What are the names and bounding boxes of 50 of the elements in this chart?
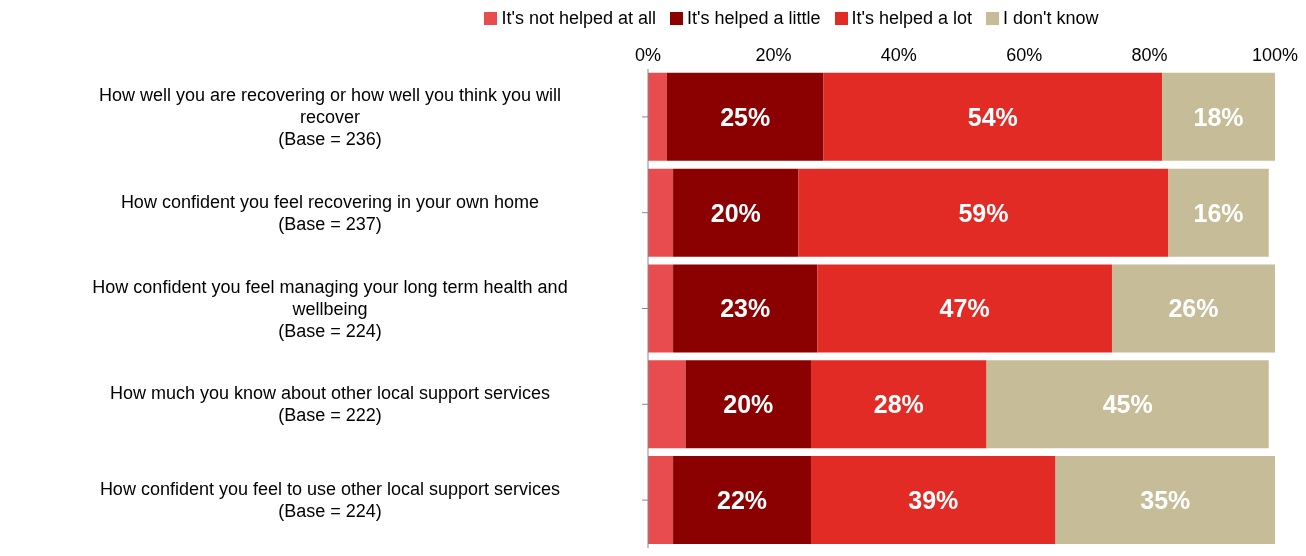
y-tick-label: How confident you feel recovering in your own home (Base = 237) — [120, 191, 540, 234]
legend-label: It's not helped at all — [501, 8, 656, 29]
x-tick-label: 100% — [1251, 45, 1299, 65]
bar — [811, 456, 1056, 545]
data-label: 59% — [958, 198, 1009, 227]
bar — [648, 264, 674, 353]
data-label: 35% — [1140, 486, 1191, 515]
data-label: 20% — [710, 198, 761, 227]
y-tick-label: How confident you feel managing your long term health and wellbeing (Base = 224) — [92, 276, 568, 341]
data-label: 22% — [717, 486, 768, 515]
bar — [823, 72, 1163, 161]
x-tick-label: 60% — [1006, 45, 1043, 65]
data-label: 47% — [939, 294, 990, 323]
x-tick-label: 20% — [755, 45, 792, 65]
bar — [673, 264, 818, 353]
y-tick-label: How much you know about other local support services (Base = 222) — [109, 383, 551, 426]
data-label: 28% — [873, 390, 924, 419]
data-label: 18% — [1193, 102, 1244, 131]
x-tick-label: 80% — [1131, 45, 1168, 65]
data-label: 45% — [1102, 390, 1153, 419]
data-label: 25% — [720, 102, 771, 131]
bar — [648, 72, 667, 161]
bar — [648, 360, 686, 449]
data-label: 26% — [1168, 294, 1219, 323]
bar — [817, 264, 1112, 353]
data-label: 20% — [723, 390, 774, 419]
y-tick-label: How well you are recovering or how well you think you will recover (Base = 236) — [98, 84, 562, 149]
data-label: 23% — [720, 294, 771, 323]
bar — [666, 72, 824, 161]
bar — [1162, 72, 1275, 161]
bar — [648, 456, 674, 545]
legend-label: I don't know — [1003, 8, 1099, 29]
bar — [1111, 264, 1275, 353]
x-tick-label: 40% — [880, 45, 917, 65]
bar — [811, 360, 987, 449]
legend-label: It's helped a little — [687, 8, 821, 29]
bar — [685, 360, 812, 449]
data-label: 39% — [908, 486, 959, 515]
bar — [798, 168, 1169, 257]
y-tick-label: How confident you feel to use other local support services (Base = 224) — [99, 479, 561, 522]
data-label: 16% — [1193, 198, 1244, 227]
bar — [1168, 168, 1269, 257]
x-tick-label: 0% — [634, 45, 662, 65]
legend-label: It's helped a lot — [851, 8, 973, 29]
bar — [986, 360, 1269, 449]
bar — [1055, 456, 1275, 545]
data-label: 54% — [967, 102, 1018, 131]
bar — [648, 168, 674, 257]
bar — [673, 168, 799, 257]
bar — [673, 456, 812, 545]
